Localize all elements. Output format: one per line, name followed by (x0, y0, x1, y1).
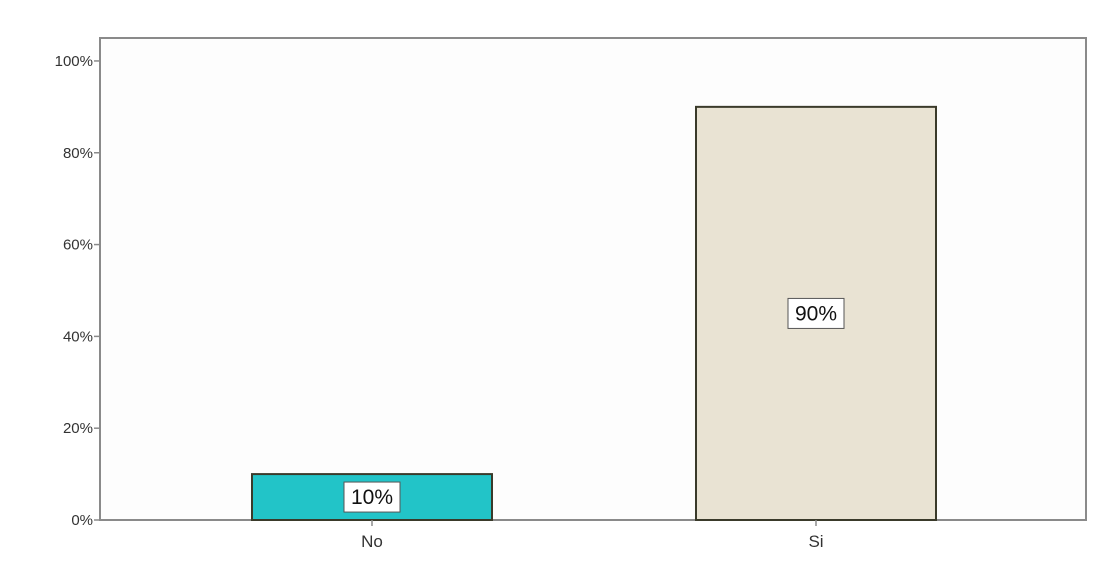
y-axis: 0% 20% 40% 60% 80% 100% (55, 53, 100, 529)
x-axis: No Si (361, 520, 824, 551)
data-label-si: 90% (795, 302, 837, 325)
x-category-label-si: Si (808, 532, 823, 551)
data-label-no: 10% (351, 486, 393, 509)
bars: 10% 90% (251, 105, 937, 522)
plot-area (99, 37, 1087, 521)
y-tick-label: 20% (63, 420, 93, 437)
data-label-box (787, 297, 845, 329)
y-tick-label: 40% (63, 328, 93, 345)
y-tick-label: 100% (55, 53, 93, 70)
y-tick-label: 80% (63, 145, 93, 162)
x-category-label-no: No (361, 532, 383, 551)
y-tick-label: 0% (71, 512, 93, 529)
data-label-box (343, 481, 401, 513)
y-tick-label: 60% (63, 237, 93, 254)
